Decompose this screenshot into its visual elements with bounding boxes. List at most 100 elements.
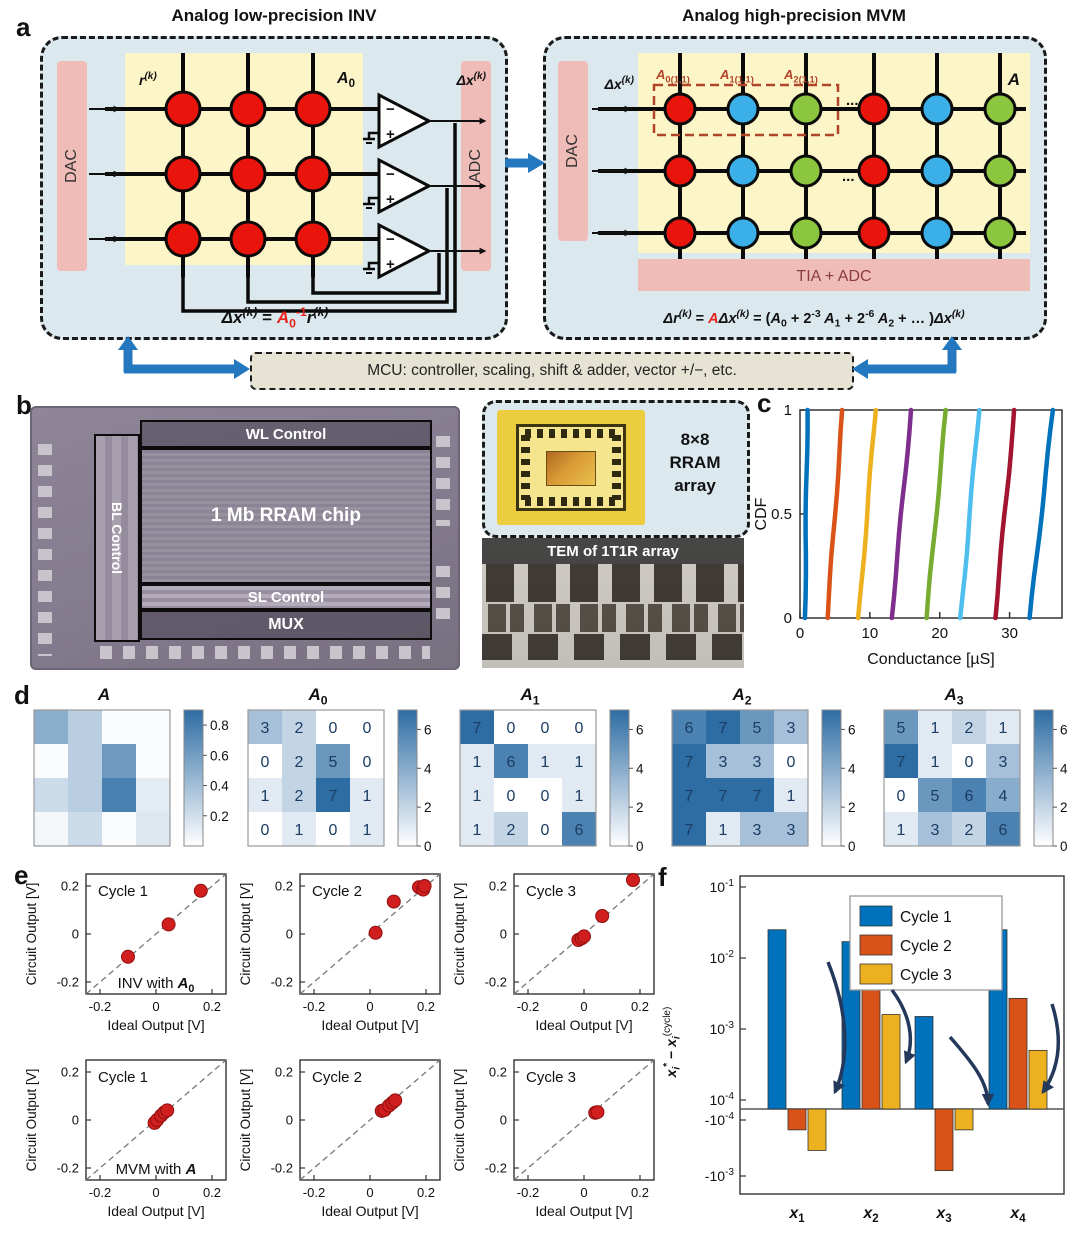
svg-text:1: 1 bbox=[575, 754, 584, 771]
svg-text:0: 0 bbox=[363, 720, 372, 737]
svg-text:1: 1 bbox=[999, 720, 1008, 737]
svg-text:Cycle 3: Cycle 3 bbox=[900, 967, 952, 984]
svg-text:0.4: 0.4 bbox=[210, 779, 229, 794]
svg-text:7: 7 bbox=[685, 754, 694, 771]
svg-text:4: 4 bbox=[1060, 761, 1068, 776]
svg-text:x1: x1 bbox=[788, 1205, 805, 1225]
svg-text:30: 30 bbox=[1001, 625, 1018, 642]
svg-text:10-1: 10-1 bbox=[709, 878, 734, 895]
data-point bbox=[160, 1103, 175, 1118]
svg-text:6: 6 bbox=[1060, 722, 1068, 737]
svg-text:3: 3 bbox=[931, 822, 940, 839]
svg-text:1: 1 bbox=[473, 788, 482, 805]
svg-text:Δx(k) = A0-1r(k): Δx(k) = A0-1r(k) bbox=[221, 305, 329, 330]
svg-text:0.5: 0.5 bbox=[771, 506, 792, 523]
bar-cycle1-x3 bbox=[914, 1016, 934, 1110]
svg-text:Conductance [µS]: Conductance [µS] bbox=[867, 651, 995, 668]
bar-cycle2-x1 bbox=[787, 1108, 807, 1131]
svg-text:1: 1 bbox=[261, 788, 270, 805]
svg-text:7: 7 bbox=[753, 788, 762, 805]
svg-text:A0: A0 bbox=[336, 70, 355, 90]
rram-chip-label: 1 Mb RRAM chip bbox=[211, 505, 361, 526]
svg-text:0: 0 bbox=[507, 720, 516, 737]
bar-cycle2-x4 bbox=[1008, 997, 1028, 1110]
svg-text:7: 7 bbox=[897, 754, 906, 771]
svg-text:Cycle 1: Cycle 1 bbox=[98, 1069, 148, 1086]
chip-region-rram: 1 Mb RRAM chip bbox=[140, 448, 432, 584]
svg-text:3: 3 bbox=[999, 754, 1008, 771]
svg-text:0: 0 bbox=[366, 999, 373, 1014]
data-point bbox=[386, 894, 401, 909]
svg-text:DAC: DAC bbox=[564, 134, 581, 168]
svg-text:3: 3 bbox=[787, 720, 796, 737]
svg-text:−: − bbox=[386, 231, 395, 248]
svg-text:A: A bbox=[1007, 70, 1020, 89]
svg-text:x4: x4 bbox=[1009, 1205, 1026, 1225]
heatmap-0: A 0.2 0.4 0.6 0.8 bbox=[33, 685, 229, 847]
package-pads-left bbox=[521, 434, 531, 501]
svg-text:0: 0 bbox=[72, 1113, 79, 1128]
svg-text:7: 7 bbox=[719, 720, 728, 737]
svg-text:4: 4 bbox=[999, 788, 1008, 805]
svg-text:1: 1 bbox=[541, 754, 550, 771]
svg-text:A0: A0 bbox=[307, 685, 327, 707]
svg-text:Cycle 1: Cycle 1 bbox=[98, 883, 148, 900]
data-point bbox=[590, 1105, 605, 1120]
svg-text:10-4: 10-4 bbox=[709, 1091, 734, 1108]
svg-text:Cycle 1: Cycle 1 bbox=[900, 909, 952, 926]
svg-text:2: 2 bbox=[295, 788, 304, 805]
svg-text:MVM with A: MVM with A bbox=[116, 1161, 197, 1178]
heatmap-row: A 0.2 0.4 0.6 0.8 A0 3 2 0 0 0 2 5 0 1 2 7 1 0 1 0 1 0 2 4 6 A1 7 0 0… bbox=[0, 684, 1080, 864]
chip-pads-left bbox=[38, 444, 52, 656]
svg-text:5: 5 bbox=[897, 720, 906, 737]
svg-text:-0.2: -0.2 bbox=[89, 1185, 111, 1200]
svg-text:-0.2: -0.2 bbox=[485, 975, 507, 990]
scatter-plot-5: -0.2 -0.2 0 0 0.2 0.2 Ideal Output [V] Circuit … bbox=[238, 1059, 441, 1219]
svg-text:0.2: 0.2 bbox=[631, 999, 649, 1014]
svg-text:Circuit Output [V]: Circuit Output [V] bbox=[24, 883, 39, 986]
cdf-chart: 0 10 20 30 0 0.5 1 Conductance [µS] CDF bbox=[753, 402, 1063, 668]
svg-text:Cycle 3: Cycle 3 bbox=[526, 1069, 576, 1086]
chip-region-wl-control: WL Control bbox=[140, 420, 432, 448]
svg-text:Cycle 2: Cycle 2 bbox=[900, 938, 952, 955]
svg-text:0: 0 bbox=[424, 839, 432, 854]
svg-text:0: 0 bbox=[507, 788, 516, 805]
svg-text:DAC: DAC bbox=[63, 149, 80, 183]
svg-text:Circuit Output [V]: Circuit Output [V] bbox=[452, 1069, 467, 1172]
svg-text:6: 6 bbox=[507, 754, 516, 771]
svg-text:1: 1 bbox=[575, 788, 584, 805]
svg-text:A0(1,1): A0(1,1) bbox=[655, 67, 690, 84]
convergence-arrow-2 bbox=[890, 988, 916, 1065]
svg-text:-0.2: -0.2 bbox=[89, 999, 111, 1014]
svg-text:5: 5 bbox=[329, 754, 338, 771]
svg-text:0: 0 bbox=[796, 625, 804, 642]
package-pads-right bbox=[611, 434, 621, 501]
svg-text:Circuit Output [V]: Circuit Output [V] bbox=[452, 883, 467, 986]
wl-control-label: WL Control bbox=[245, 425, 327, 443]
cdf-curve-3 bbox=[855, 407, 879, 621]
heatmap-4: A3 5 1 2 1 7 1 0 3 0 5 6 4 1 3 2 6 0 2 4 6 bbox=[883, 685, 1068, 854]
panel-a-right-title: Analog high-precision MVM bbox=[682, 6, 906, 25]
svg-text:0: 0 bbox=[500, 927, 507, 942]
panel-a-connector-arrows bbox=[118, 153, 962, 379]
svg-text:+: + bbox=[386, 256, 395, 273]
sl-control-label: SL Control bbox=[247, 588, 325, 606]
svg-text:0: 0 bbox=[541, 788, 550, 805]
cdf-curve-5 bbox=[924, 407, 948, 621]
svg-text:0.2: 0.2 bbox=[61, 879, 79, 894]
mvm-block-box: DAC TIA + ADC A0(1,1) A1(1,1) A2(1,1)...... A… bbox=[543, 36, 1047, 340]
mvm-crossbar-diagram: DAC TIA + ADC A0(1,1) A1(1,1) A2(1,1)...... A… bbox=[558, 53, 1030, 330]
svg-text:Ideal Output [V]: Ideal Output [V] bbox=[107, 1203, 204, 1219]
svg-text:Circuit Output [V]: Circuit Output [V] bbox=[238, 1069, 253, 1172]
svg-text:6: 6 bbox=[848, 722, 856, 737]
svg-text:-0.2: -0.2 bbox=[485, 1161, 507, 1176]
svg-text:-0.2: -0.2 bbox=[517, 1185, 539, 1200]
panel-c-letter: c bbox=[757, 388, 772, 418]
convergence-arrow-3 bbox=[948, 1035, 995, 1107]
convergence-arrow-4 bbox=[1041, 1003, 1061, 1095]
svg-text:0: 0 bbox=[787, 754, 796, 771]
chip-region-mux: MUX bbox=[140, 610, 432, 640]
package-frame bbox=[516, 423, 626, 512]
data-point bbox=[577, 929, 591, 944]
